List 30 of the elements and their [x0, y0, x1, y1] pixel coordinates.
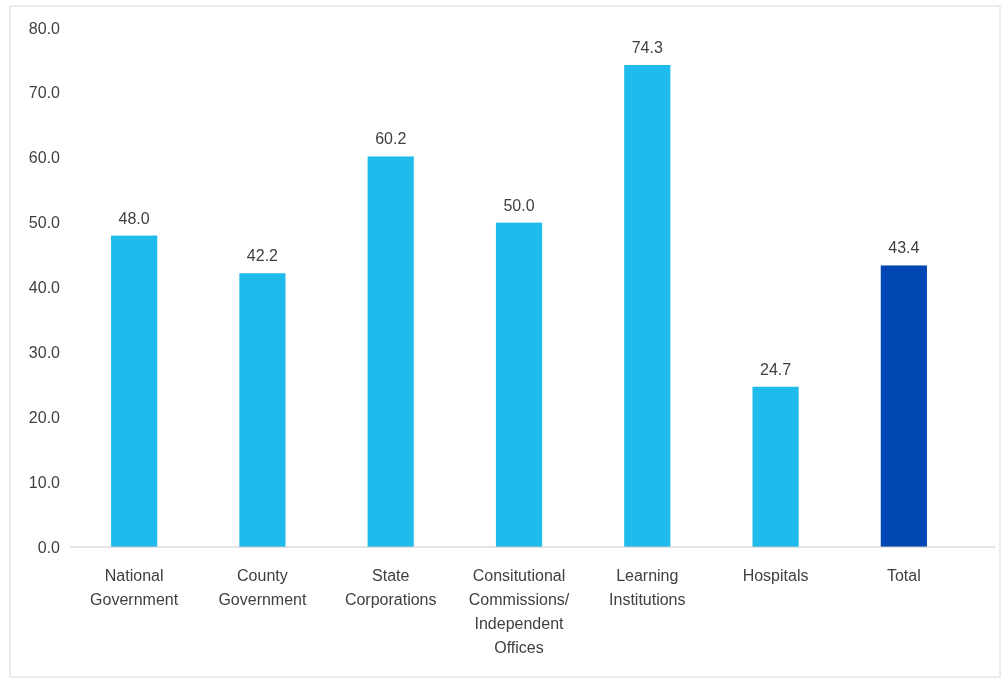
- data-label: 74.3: [631, 38, 663, 56]
- x-tick-label: National Government: [90, 567, 179, 608]
- y-tick-label: 10.0: [28, 473, 61, 491]
- bar: [752, 386, 799, 547]
- x-tick-label: Total: [886, 567, 921, 584]
- data-label: 42.2: [246, 247, 279, 265]
- x-tick-label: Learning Institutions: [609, 567, 686, 608]
- x-tick-label: State Corporations: [344, 567, 437, 608]
- bar: [880, 265, 927, 547]
- bar: [111, 235, 158, 547]
- data-label: 24.7: [760, 360, 792, 378]
- data-label: 50.0: [503, 196, 535, 214]
- bar: [495, 222, 543, 547]
- y-tick-label: 60.0: [28, 149, 61, 167]
- bar: [239, 273, 286, 547]
- data-label: 60.2: [375, 130, 407, 148]
- bar: [367, 156, 414, 547]
- y-tick-label: 0.0: [37, 538, 61, 556]
- y-tick-label: 70.0: [28, 84, 61, 102]
- y-tick-label: 20.0: [28, 408, 61, 426]
- y-tick-label: 30.0: [28, 343, 61, 361]
- y-tick-label: 80.0: [28, 19, 61, 37]
- x-tick-label: Consitutional Commissions/ Independent Offices: [468, 567, 570, 656]
- bar: [624, 64, 671, 547]
- data-label: 43.4: [888, 239, 920, 257]
- data-label: 48.0: [118, 209, 150, 227]
- y-tick-label: 50.0: [28, 214, 61, 232]
- x-tick-label: County Government: [218, 567, 307, 608]
- y-tick-label: 40.0: [28, 279, 61, 297]
- x-tick-label: Hospitals: [742, 567, 809, 584]
